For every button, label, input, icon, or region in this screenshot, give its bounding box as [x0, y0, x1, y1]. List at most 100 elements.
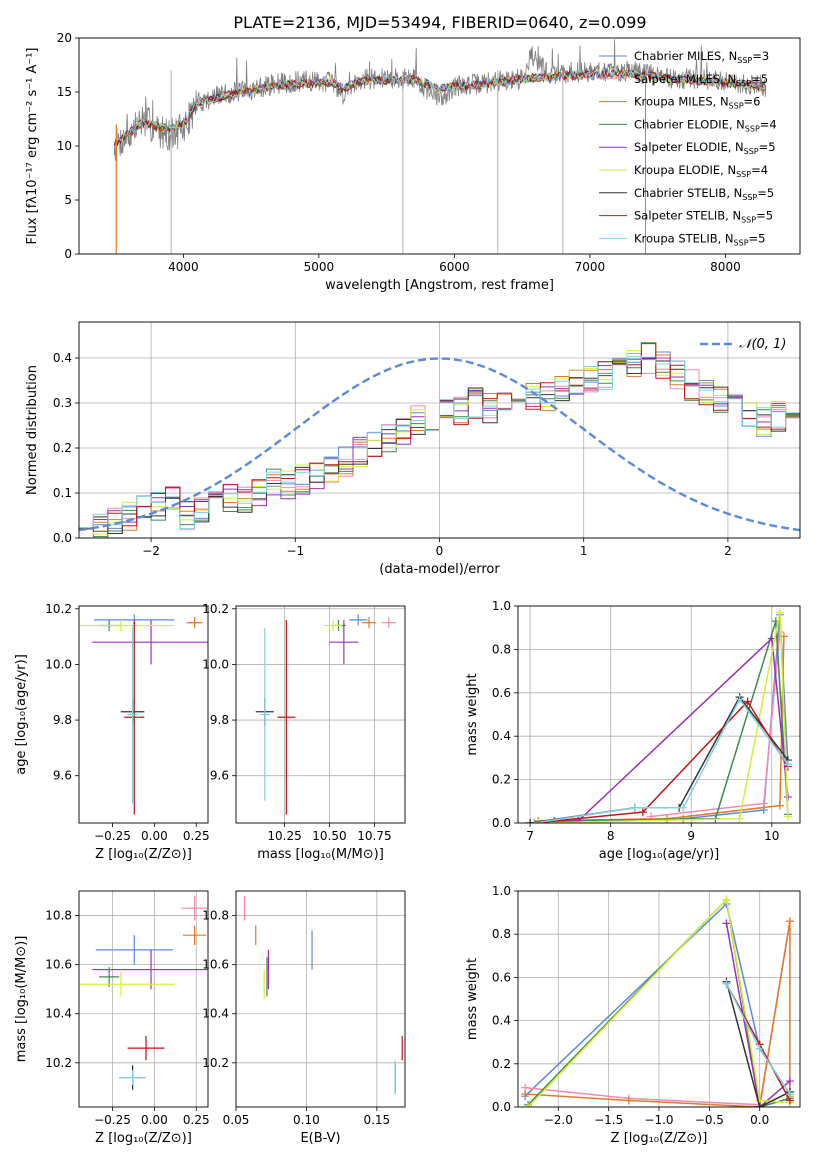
plot-area [79, 895, 208, 1090]
residual-histogram [79, 353, 800, 538]
data-point [79, 619, 175, 632]
data-point [349, 614, 368, 626]
x-tick-label: 7 [526, 829, 534, 843]
legend-entry: Chabrier ELODIE, NSSP=4 [634, 117, 777, 133]
axes-frame [517, 890, 801, 1108]
x-tick-label: 4000 [168, 260, 199, 274]
y-tick-label: 0.3 [53, 396, 72, 410]
data-point [259, 628, 271, 801]
residual-histogram [79, 357, 800, 529]
legend-entry: Chabrier STELIB, NSSP=5 [634, 186, 774, 202]
weight-marker [722, 979, 731, 988]
y-tick-label: 0.0 [492, 1100, 511, 1114]
x-tick-label: 10.25 [267, 829, 301, 843]
weight-marker [526, 819, 535, 823]
x-tick-label: −1.5 [594, 1113, 623, 1127]
x-tick-label: 1 [580, 544, 588, 558]
legend-count: =3 [752, 49, 769, 63]
x-tick-label: 10.50 [312, 829, 346, 843]
legend-entry: Kroupa STELIB, NSSP=5 [634, 231, 765, 247]
data-point [79, 972, 175, 997]
y-tick-label: 0.2 [53, 441, 72, 455]
weight-series-line [538, 612, 789, 823]
data-point [181, 895, 208, 921]
weight-marker [722, 895, 731, 904]
legend-entry: 𝒩(0, 1) [739, 337, 786, 352]
weight-marker [638, 808, 647, 817]
plot-area [255, 614, 397, 815]
x-axis-label: mass [log₁₀(M/M⊙)] [257, 847, 384, 862]
x-tick-label: 0.15 [363, 1113, 390, 1127]
legend-subscript: SSP [736, 79, 751, 88]
y-axis-label: age [log₁₀(age/yr)] [14, 654, 29, 775]
plot-area [79, 614, 208, 815]
weight-marker [524, 1103, 533, 1107]
x-axis-label: Z [log₁₀(Z/Z⊙)] [95, 1131, 192, 1146]
weight-marker [534, 819, 543, 823]
weight-series-line [725, 923, 791, 1107]
plot-area [521, 895, 794, 1107]
x-tick-label: 8000 [710, 260, 741, 274]
data-point [95, 935, 173, 965]
y-tick-label: 0.4 [492, 729, 511, 743]
x-tick-label: 2 [724, 544, 732, 558]
weight-series-line [527, 897, 790, 1107]
data-point [182, 925, 207, 945]
weight-series-line [529, 695, 789, 823]
weight-marker [624, 1096, 633, 1105]
panel-age-vs-mass: 10.25 10.50 10.75 9.6 9.8 10.0 10.2 mass [log₁₀… [202, 602, 406, 862]
y-tick-label: 0.8 [492, 927, 511, 941]
axes-frame [235, 605, 406, 824]
x-tick-label: −2 [142, 544, 160, 558]
weight-series-line [524, 921, 791, 1107]
data-point [187, 617, 202, 629]
plot-area [79, 342, 800, 538]
weight-marker [735, 695, 744, 704]
legend-count: =5 [759, 140, 776, 154]
legend-subscript: SSP [744, 147, 759, 156]
x-tick-label: 9 [687, 829, 695, 843]
x-axis-label: (data-model)/error [379, 562, 500, 577]
y-tick-label: 0.2 [492, 773, 511, 787]
weight-marker [755, 1044, 764, 1053]
weight-marker [530, 819, 539, 823]
y-tick-label: 1.0 [492, 599, 511, 613]
residual-histogram [79, 342, 800, 535]
y-tick-label: 0.4 [53, 351, 72, 365]
y-tick-label: 10.2 [202, 602, 229, 616]
panel-age-vs-Z: −0.25 0.00 0.25 9.6 9.8 10.0 10.2 Z [log₁₀(Z/Z⊙… [14, 602, 210, 862]
weight-marker [679, 803, 688, 812]
legend-entry: Salpeter ELODIE, NSSP=5 [634, 140, 776, 156]
y-tick-label: 0.8 [492, 642, 511, 656]
weight-marker [775, 608, 784, 617]
plot-area [113, 39, 767, 254]
x-axis-label: E(B-V) [300, 1131, 340, 1146]
legend-count: =5 [757, 186, 774, 200]
y-tick-label: 10.0 [45, 657, 72, 671]
y-tick-label: 10.6 [45, 958, 72, 972]
y-tick-label: 0.4 [492, 1014, 511, 1028]
x-tick-label: 6000 [439, 260, 470, 274]
legend-count: =5 [749, 231, 766, 245]
y-tick-label: 0.0 [53, 531, 72, 545]
data-point [92, 619, 208, 665]
x-axis-label: Z [log₁₀(Z/Z⊙)] [611, 1131, 708, 1146]
weight-marker [759, 799, 768, 808]
y-tick-label: 10.2 [45, 602, 72, 616]
weight-series-line [725, 981, 791, 1107]
y-tick-label: 10.0 [202, 657, 229, 671]
weight-marker [521, 1090, 530, 1099]
x-tick-label: 7000 [575, 260, 606, 274]
y-axis-label: Normed distribution [25, 365, 40, 495]
panel-mass-vs-ebv: 0.05 0.10 0.15 10.2 10.4 10.6 10.8 E(B-V) [202, 890, 406, 1146]
legend-subscript: SSP [742, 193, 757, 202]
model-spectrum-line [114, 68, 766, 147]
weight-marker [785, 1077, 794, 1086]
legend-subscript: SSP [745, 124, 760, 133]
legend-subscript: SSP [741, 216, 756, 225]
panel-weight-vs-age: 7 8 9 10 0.0 0.2 0.4 0.6 0.8 1.0 age [log₁₀(age/yr… [465, 599, 801, 862]
x-tick-label: 0.25 [183, 1113, 210, 1127]
y-tick-label: 10.8 [45, 909, 72, 923]
legend-count: =5 [751, 72, 768, 86]
legend-subscript: SSP [729, 102, 744, 111]
